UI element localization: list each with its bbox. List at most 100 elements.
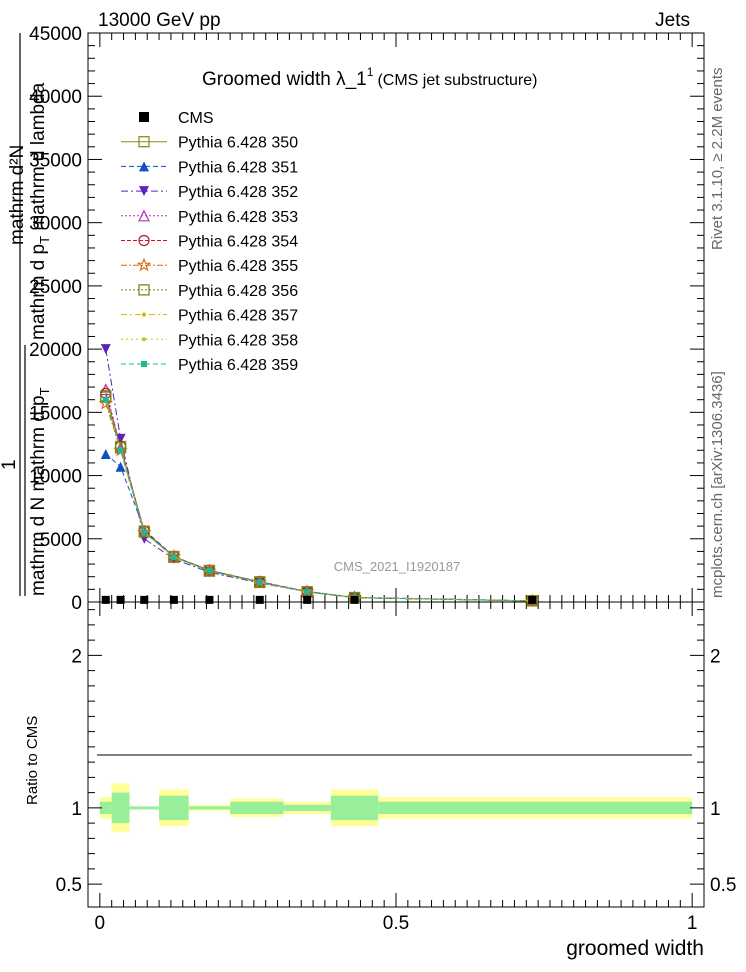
legend-marker-cms xyxy=(139,112,149,122)
legend-label: Pythia 6.428 351 xyxy=(178,159,298,176)
series-point-7 xyxy=(254,576,266,589)
series-line-6 xyxy=(105,403,533,602)
legend-marker xyxy=(138,234,150,247)
xtick-label: 1 xyxy=(687,913,698,934)
legend-marker xyxy=(136,257,152,272)
legend-label: Pythia 6.428 352 xyxy=(178,184,298,201)
ylabel-one: 1 xyxy=(0,459,20,470)
ratio-ytick-label-left: 1 xyxy=(71,799,82,820)
legend-marker xyxy=(138,284,150,296)
main-ytick-label: 5000 xyxy=(40,530,82,551)
cms-point xyxy=(528,595,537,604)
ylabel-numerator-2-tail: mathrm d lambda xyxy=(28,82,49,236)
cms-point xyxy=(116,595,125,604)
series-line-1 xyxy=(105,397,533,602)
ratio-band-inner xyxy=(283,804,331,811)
series-point-10 xyxy=(102,396,109,403)
series-point-2 xyxy=(115,461,126,472)
cms-data-points xyxy=(101,595,537,604)
legend-label: Pythia 6.428 359 xyxy=(178,357,298,374)
ylabel-denominator: mathrm d N mathrm d pT xyxy=(28,387,52,596)
series-line-10 xyxy=(105,399,533,602)
legend-label: Pythia 6.428 353 xyxy=(178,209,298,226)
ratio-ytick-label-right: 0.5 xyxy=(710,875,736,896)
ratio-band-inner xyxy=(111,792,130,824)
main-ytick-label: 45000 xyxy=(29,24,82,45)
series-point-10 xyxy=(117,447,124,454)
legend-marker xyxy=(139,161,149,172)
series-point-10 xyxy=(170,554,177,561)
main-y-axis-label: mathrm d²N mathrm d pT mathrm d lambda 1… xyxy=(0,33,52,596)
legend-label: Pythia 6.428 356 xyxy=(178,283,298,300)
legend-marker xyxy=(138,136,150,148)
legend-marker xyxy=(139,186,149,197)
series-point-10 xyxy=(304,588,311,595)
legend: CMS Pythia 6.428 350 Pythia 6.428 351 Pythi… xyxy=(121,110,298,374)
ratio-ytick-label-right: 2 xyxy=(710,646,721,667)
main-ytick-label: 0 xyxy=(71,593,82,614)
ylabel-numerator-2: mathrm d pT mathrm d lambda xyxy=(28,82,52,340)
ratio-band-inner xyxy=(188,806,231,810)
series-line-4 xyxy=(105,389,533,602)
main-ytick-label: 35000 xyxy=(29,150,82,171)
ratio-ytick-label-left: 0.5 xyxy=(56,875,82,896)
ratio-band-inner xyxy=(129,806,160,810)
series-point-10 xyxy=(141,529,148,536)
legend-marker xyxy=(142,312,146,317)
series-point-6 xyxy=(98,395,114,410)
legend-marker xyxy=(138,209,150,222)
cms-point xyxy=(205,595,214,604)
legend-marker xyxy=(142,337,146,342)
rivet-caption: Rivet 3.1.10, ≥ 2.2M events xyxy=(709,68,726,251)
cms-point xyxy=(169,595,178,604)
ylabel-numerator: mathrm d²N xyxy=(7,145,28,245)
legend-label: Pythia 6.428 354 xyxy=(178,234,298,251)
plot-title: Groomed width λ_11 (CMS jet substructure) xyxy=(202,65,537,90)
legend-label: Pythia 6.428 357 xyxy=(178,308,298,325)
series-line-7 xyxy=(105,395,533,602)
series-line-5 xyxy=(105,393,533,602)
mc-curves xyxy=(98,344,540,607)
series-line-9 xyxy=(105,399,533,602)
cms-point xyxy=(350,595,359,604)
ratio-ytick-label-right: 1 xyxy=(710,799,721,820)
series-point-2 xyxy=(100,449,111,460)
x-axis-label: groomed width xyxy=(566,937,704,960)
series-line-2 xyxy=(105,453,533,602)
series-point-3 xyxy=(100,344,111,355)
cms-point xyxy=(255,595,264,604)
legend-label: Pythia 6.428 358 xyxy=(178,332,298,349)
main-ytick-label: 30000 xyxy=(29,214,82,235)
main-ytick-label: 10000 xyxy=(29,467,82,488)
series-point-10 xyxy=(256,579,263,586)
axis-ticks: 0 5000 10000 15000 20000 25000 30000 35000 40000… xyxy=(29,24,736,934)
ratio-y-axis-label: Ratio to CMS xyxy=(24,716,41,805)
legend-label: CMS xyxy=(178,110,214,127)
ratio-band-inner xyxy=(99,801,112,814)
legend-marker xyxy=(141,361,147,367)
main-ytick-label: 40000 xyxy=(29,87,82,108)
ylabel-numerator-2-main: mathrm d p xyxy=(28,244,49,340)
cms-point xyxy=(140,595,149,604)
ratio-band-inner xyxy=(330,795,379,821)
ylabel-denominator-sub: T xyxy=(37,387,52,395)
header-energy: 13000 GeV pp xyxy=(98,10,221,31)
main-ytick-label: 20000 xyxy=(29,340,82,361)
legend-label: Pythia 6.428 355 xyxy=(178,258,298,275)
plot-title-superscript: 1 xyxy=(367,65,374,79)
series-line-8 xyxy=(105,398,533,602)
ratio-band-inner xyxy=(230,801,284,814)
header-category: Jets xyxy=(655,10,690,31)
series-point-10 xyxy=(206,568,213,575)
series-point-7 xyxy=(168,551,180,563)
ylabel-numerator-2-sub: T xyxy=(37,236,52,244)
ylabel-denominator-main: mathrm d N mathrm d p xyxy=(28,395,49,596)
legend-label: Pythia 6.428 350 xyxy=(178,135,298,152)
analysis-tag: CMS_2021_I1920187 xyxy=(334,559,461,574)
main-ytick-label: 25000 xyxy=(29,277,82,298)
series-point-7 xyxy=(203,565,216,577)
cms-point xyxy=(303,595,312,604)
cms-point xyxy=(101,595,110,604)
plot-title-main: Groomed width λ_1 xyxy=(202,69,367,90)
